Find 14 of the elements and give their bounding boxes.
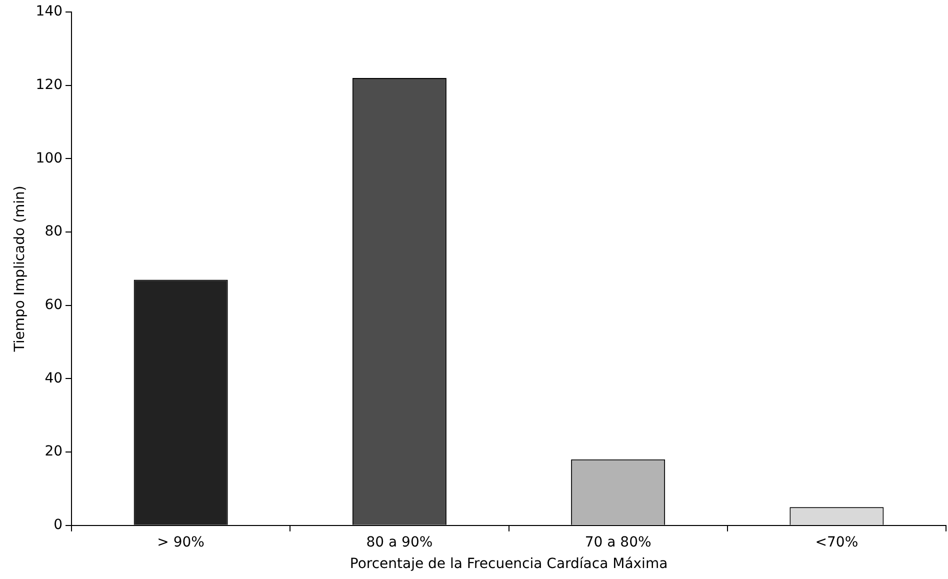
x-tick-label: 70 a 80%: [584, 534, 652, 550]
y-tick-label: 60: [44, 297, 63, 314]
y-tick-label: 40: [44, 370, 63, 386]
y-tick-label: 140: [36, 4, 63, 20]
y-axis-title: Tiempo Implicado (min): [12, 186, 28, 353]
x-tick-label: <70%: [815, 534, 858, 550]
y-tick-label: 120: [36, 76, 63, 93]
y-tick-label: 20: [44, 444, 63, 460]
y-tick-label: 80: [44, 224, 63, 240]
x-axis-title: Porcentaje de la Frecuencia Cardíaca Máxima: [350, 556, 668, 572]
y-tick-label: 0: [54, 517, 63, 534]
x-tick-label: > 90%: [157, 534, 204, 550]
y-tick-label: 100: [36, 150, 63, 166]
x-tick-label: 80 a 90%: [366, 534, 433, 550]
